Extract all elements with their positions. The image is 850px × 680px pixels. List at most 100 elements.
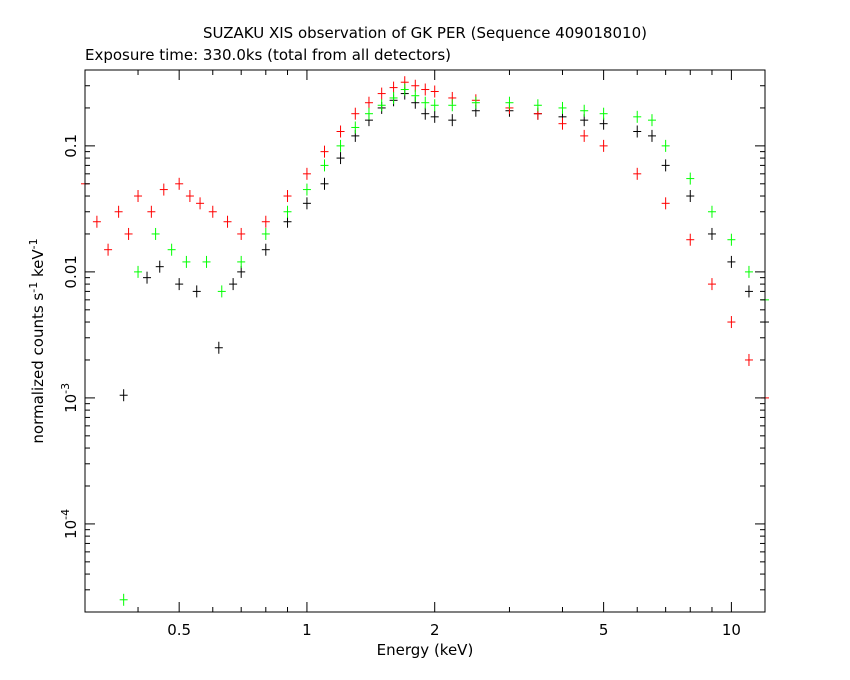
data-point: [119, 389, 128, 402]
data-point: [185, 190, 194, 203]
data-point: [377, 87, 386, 100]
y-tick-label: 10-4: [59, 509, 80, 539]
data-point: [389, 81, 398, 94]
data-point: [744, 353, 753, 366]
data-point: [167, 243, 176, 256]
x-tick-label: 10: [722, 621, 741, 639]
data-point: [599, 107, 608, 120]
data-point: [744, 265, 753, 278]
data-point: [261, 215, 270, 228]
data-point: [686, 233, 695, 246]
x-axis: 0.5 1 2 5 10: [84, 70, 741, 639]
data-point: [558, 117, 567, 130]
data-point: [217, 285, 226, 298]
y-axis-label-main: normalized counts s: [29, 293, 47, 444]
x-tick-label: 0.5: [167, 621, 191, 639]
data-point: [302, 197, 311, 210]
data-point: [155, 260, 164, 273]
data-point: [114, 205, 123, 218]
data-point: [208, 205, 217, 218]
data-point: [92, 215, 101, 228]
data-point: [533, 99, 542, 112]
data-point: [302, 167, 311, 180]
data-point: [147, 205, 156, 218]
data-point: [229, 278, 238, 291]
data-point: [707, 205, 716, 218]
data-point: [686, 172, 695, 185]
data-point: [421, 107, 430, 120]
data-point: [192, 285, 201, 298]
data-point: [430, 110, 439, 123]
data-series-layer: [81, 76, 769, 606]
y-axis-label: normalized counts s-1 keV-1: [27, 238, 47, 443]
data-point: [351, 121, 360, 134]
data-point: [558, 101, 567, 114]
data-point: [364, 107, 373, 120]
y-axis-label-exp1: -1: [27, 282, 40, 293]
data-point: [336, 139, 345, 152]
data-point: [633, 125, 642, 138]
x-axis-label: Energy (keV): [377, 641, 474, 659]
data-point: [580, 104, 589, 117]
data-point: [364, 96, 373, 109]
data-point: [159, 183, 168, 196]
data-point: [505, 96, 514, 109]
data-point: [283, 205, 292, 218]
data-point: [104, 243, 113, 256]
data-point: [143, 271, 152, 284]
data-point: [196, 197, 205, 210]
data-point: [707, 227, 716, 240]
data-point: [430, 99, 439, 112]
data-point: [377, 99, 386, 112]
data-point: [661, 197, 670, 210]
data-point: [237, 227, 246, 240]
x-tick-label: 5: [599, 621, 609, 639]
x-tick-label: 2: [430, 621, 440, 639]
data-point: [175, 177, 184, 190]
data-point: [599, 139, 608, 152]
data-point: [182, 255, 191, 268]
data-point: [647, 114, 656, 127]
data-point: [647, 129, 656, 142]
data-point: [119, 593, 128, 606]
data-point: [580, 129, 589, 142]
series-1: [81, 76, 769, 404]
chart-title: SUZAKU XIS observation of GK PER (Sequen…: [203, 24, 647, 42]
data-point: [471, 96, 480, 109]
data-point: [351, 107, 360, 120]
data-point: [134, 190, 143, 203]
data-point: [124, 227, 133, 240]
data-point: [151, 227, 160, 240]
y-tick-label: 0.01: [62, 255, 80, 288]
data-point: [302, 183, 311, 196]
data-point: [336, 152, 345, 165]
data-point: [320, 145, 329, 158]
data-point: [237, 255, 246, 268]
data-point: [389, 91, 398, 104]
data-point: [744, 285, 753, 298]
data-point: [214, 341, 223, 354]
plot-frame: [84, 69, 766, 613]
data-point: [448, 99, 457, 112]
data-point: [633, 110, 642, 123]
chart-subtitle: Exposure time: 330.0ks (total from all d…: [85, 46, 451, 64]
series-0: [119, 87, 769, 402]
data-point: [202, 255, 211, 268]
data-point: [727, 233, 736, 246]
data-point: [400, 83, 409, 96]
y-axis-label-exp2: -1: [27, 238, 40, 249]
data-point: [633, 167, 642, 180]
data-point: [320, 177, 329, 190]
data-point: [661, 159, 670, 172]
data-point: [421, 96, 430, 109]
data-point: [336, 125, 345, 138]
x-tick-label: 1: [302, 621, 312, 639]
data-point: [261, 243, 270, 256]
series-2: [119, 83, 769, 606]
data-point: [134, 265, 143, 278]
data-point: [448, 114, 457, 127]
data-point: [411, 89, 420, 102]
data-point: [686, 190, 695, 203]
data-point: [430, 85, 439, 98]
